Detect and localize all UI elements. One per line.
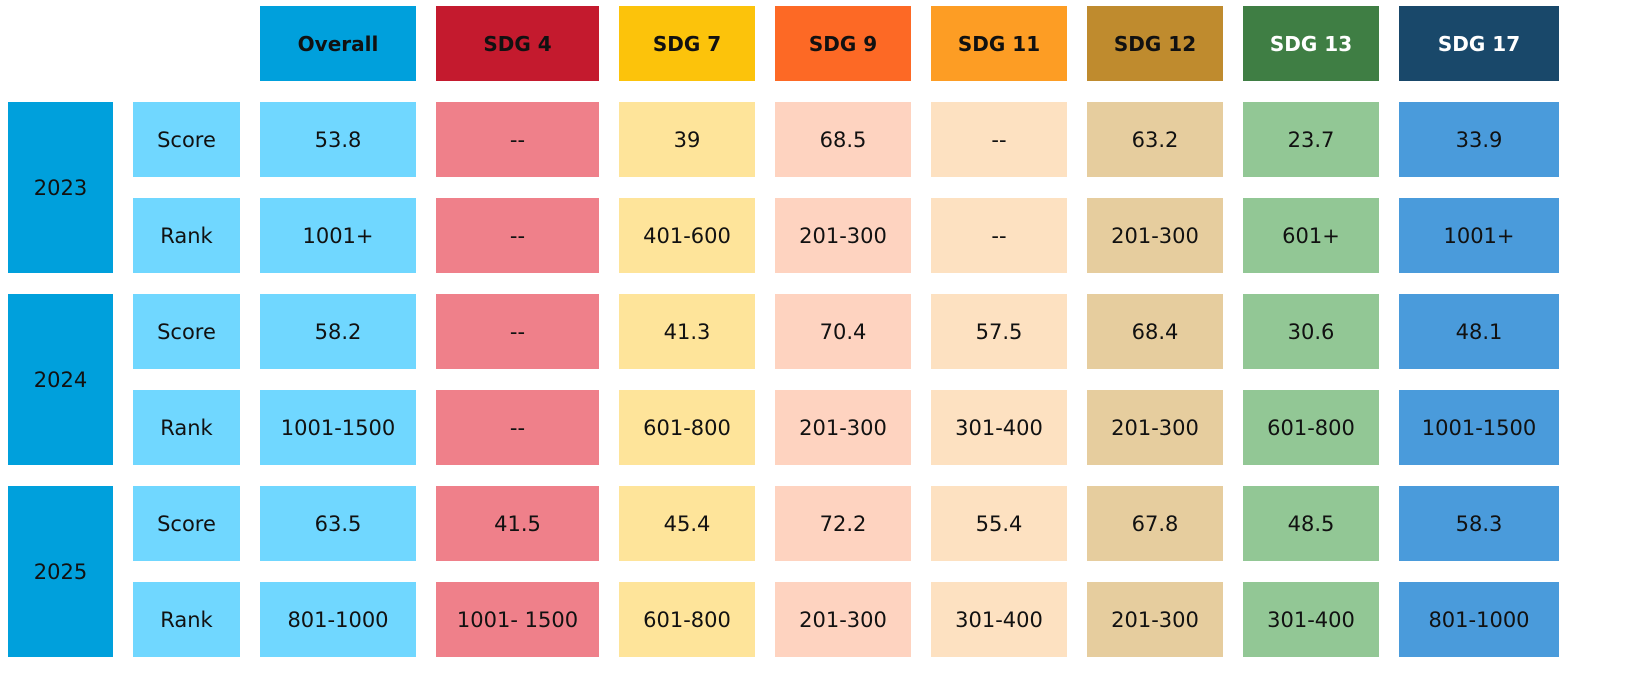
table-cell: 401-600 xyxy=(619,198,755,273)
table-cell: 1001- 1500 xyxy=(436,582,599,657)
table-cell: -- xyxy=(931,102,1067,177)
table-cell: 23.7 xyxy=(1243,102,1379,177)
table-cell: 48.5 xyxy=(1243,486,1379,561)
table-cell: 1001+ xyxy=(1399,198,1559,273)
table-cell: -- xyxy=(436,294,599,369)
table-cell: 601-800 xyxy=(619,582,755,657)
table-cell: 301-400 xyxy=(931,390,1067,465)
table-cell: 67.8 xyxy=(1087,486,1223,561)
table-cell: 68.4 xyxy=(1087,294,1223,369)
column-header: SDG 9 xyxy=(775,6,911,81)
table-cell: -- xyxy=(436,102,599,177)
table-cell: 70.4 xyxy=(775,294,911,369)
table-cell: 63.2 xyxy=(1087,102,1223,177)
table-cell: 801-1000 xyxy=(1399,582,1559,657)
table-cell: 33.9 xyxy=(1399,102,1559,177)
table-cell: 58.2 xyxy=(260,294,416,369)
table-cell: 48.1 xyxy=(1399,294,1559,369)
table-cell: 68.5 xyxy=(775,102,911,177)
table-cell: 201-300 xyxy=(1087,390,1223,465)
table-cell: 201-300 xyxy=(775,390,911,465)
table-cell: 801-1000 xyxy=(260,582,416,657)
table-cell: 201-300 xyxy=(775,198,911,273)
table-cell: -- xyxy=(436,198,599,273)
row-label: Rank xyxy=(133,198,240,273)
row-label: Score xyxy=(133,486,240,561)
table-cell: 301-400 xyxy=(931,582,1067,657)
column-header: SDG 4 xyxy=(436,6,599,81)
table-cell: 1001+ xyxy=(260,198,416,273)
table-cell: 1001-1500 xyxy=(1399,390,1559,465)
table-cell: 58.3 xyxy=(1399,486,1559,561)
row-label: Rank xyxy=(133,582,240,657)
table-cell: -- xyxy=(436,390,599,465)
sdg-score-table: Overall SDG 4 SDG 7 SDG 9 SDG 11 SDG 12 SDG 13… xyxy=(8,6,1559,657)
row-label: Rank xyxy=(133,390,240,465)
table-cell: 601+ xyxy=(1243,198,1379,273)
table-cell: 601-800 xyxy=(1243,390,1379,465)
table-cell: 57.5 xyxy=(931,294,1067,369)
table-cell: 201-300 xyxy=(1087,582,1223,657)
table-cell: 301-400 xyxy=(1243,582,1379,657)
table-cell: 39 xyxy=(619,102,755,177)
column-header: SDG 12 xyxy=(1087,6,1223,81)
table-cell: 72.2 xyxy=(775,486,911,561)
row-label: Score xyxy=(133,294,240,369)
table-cell: 201-300 xyxy=(775,582,911,657)
table-cell: 201-300 xyxy=(1087,198,1223,273)
table-cell: 53.8 xyxy=(260,102,416,177)
column-header: SDG 13 xyxy=(1243,6,1379,81)
table-cell: 45.4 xyxy=(619,486,755,561)
table-cell: 55.4 xyxy=(931,486,1067,561)
table-cell: 30.6 xyxy=(1243,294,1379,369)
year-label: 2024 xyxy=(8,294,113,465)
table-cell: 1001-1500 xyxy=(260,390,416,465)
column-header: SDG 11 xyxy=(931,6,1067,81)
row-label: Score xyxy=(133,102,240,177)
column-header: SDG 17 xyxy=(1399,6,1559,81)
table-cell: -- xyxy=(931,198,1067,273)
year-label: 2025 xyxy=(8,486,113,657)
year-label: 2023 xyxy=(8,102,113,273)
table-cell: 63.5 xyxy=(260,486,416,561)
column-header: SDG 7 xyxy=(619,6,755,81)
table-cell: 41.5 xyxy=(436,486,599,561)
table-cell: 601-800 xyxy=(619,390,755,465)
table-cell: 41.3 xyxy=(619,294,755,369)
column-header: Overall xyxy=(260,6,416,81)
